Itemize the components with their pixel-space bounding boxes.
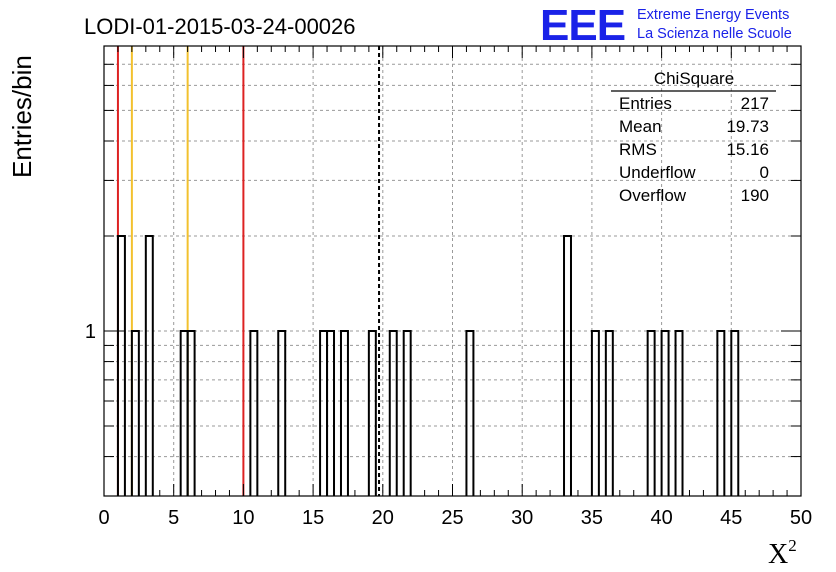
stats-title: ChiSquare	[654, 69, 734, 88]
x-axis-label-superscript: 2	[788, 536, 797, 555]
y-tick-label: 1	[85, 321, 96, 343]
histogram-bin	[388, 329, 398, 496]
histogram-bin	[674, 329, 684, 496]
x-tick-label: 20	[372, 507, 394, 529]
histogram-bin	[277, 329, 287, 496]
stats-row-label: Entries	[619, 94, 672, 113]
x-tick-label: 50	[790, 507, 812, 529]
logo-line1: Extreme Energy Events	[637, 7, 789, 23]
stats-row-value: 19.73	[726, 117, 769, 136]
x-tick-label: 15	[302, 507, 324, 529]
grid	[104, 46, 801, 496]
x-tick-label: 30	[511, 507, 533, 529]
histogram-bin	[716, 329, 726, 496]
axes	[103, 45, 802, 497]
x-tick-label: 25	[441, 507, 463, 529]
x-tick-label: 0	[98, 507, 109, 529]
x-tick-label: 40	[650, 507, 672, 529]
x-tick-label: 10	[232, 507, 254, 529]
stats-row-label: Overflow	[619, 186, 687, 205]
stats-box: ChiSquare Entries 217 Mean 19.73 RMS 15.16 Und…	[611, 69, 776, 205]
stats-row-label: Underflow	[619, 163, 696, 182]
reference-lines	[116, 46, 381, 496]
histogram-bin	[730, 329, 740, 496]
tick-labels: 0 5 10 15 20 25 30 35 40 45 50 1	[85, 321, 812, 529]
x-axis-label: X2	[768, 536, 797, 570]
histogram-bin	[130, 329, 140, 496]
histogram-bin	[402, 329, 412, 496]
stats-row-value: 190	[741, 186, 769, 205]
y-axis-label: Entries/bin	[7, 55, 37, 178]
histogram-bin	[186, 329, 196, 496]
x-axis-label-base: X	[768, 539, 788, 570]
histogram-bin	[319, 329, 329, 496]
histogram-bin	[646, 329, 656, 496]
histogram-bin	[563, 234, 572, 496]
stats-row-value: 217	[741, 94, 769, 113]
stats-row-value: 0	[760, 163, 769, 182]
stats-row-label: Mean	[619, 117, 662, 136]
eee-logo: EEE Extreme Energy Events La Scienza nel…	[540, 1, 792, 50]
histogram-bin	[179, 329, 189, 496]
histogram-bin	[116, 234, 126, 496]
logo-letters: EEE	[540, 1, 625, 50]
histogram-bin	[326, 329, 336, 496]
histogram-bin	[604, 329, 614, 496]
histogram-bin	[465, 329, 475, 496]
stats-row-value: 15.16	[726, 140, 769, 159]
histogram-bin	[339, 329, 349, 496]
x-tick-label: 35	[581, 507, 603, 529]
histogram-bin	[590, 329, 600, 496]
histogram-bin	[367, 329, 377, 496]
stats-rows: Entries 217 Mean 19.73 RMS 15.16 Underflow 0 Ove…	[619, 94, 769, 205]
chart-title: LODI-01-2015-03-24-00026	[84, 14, 356, 39]
histogram-bin	[249, 329, 259, 496]
histogram-bins	[116, 234, 740, 496]
stats-row-label: RMS	[619, 140, 657, 159]
x-tick-label: 5	[168, 507, 179, 529]
histogram-bin	[660, 329, 670, 496]
histogram-bin	[144, 234, 154, 496]
x-tick-label: 45	[720, 507, 742, 529]
logo-line2: La Scienza nelle Scuole	[637, 26, 792, 42]
